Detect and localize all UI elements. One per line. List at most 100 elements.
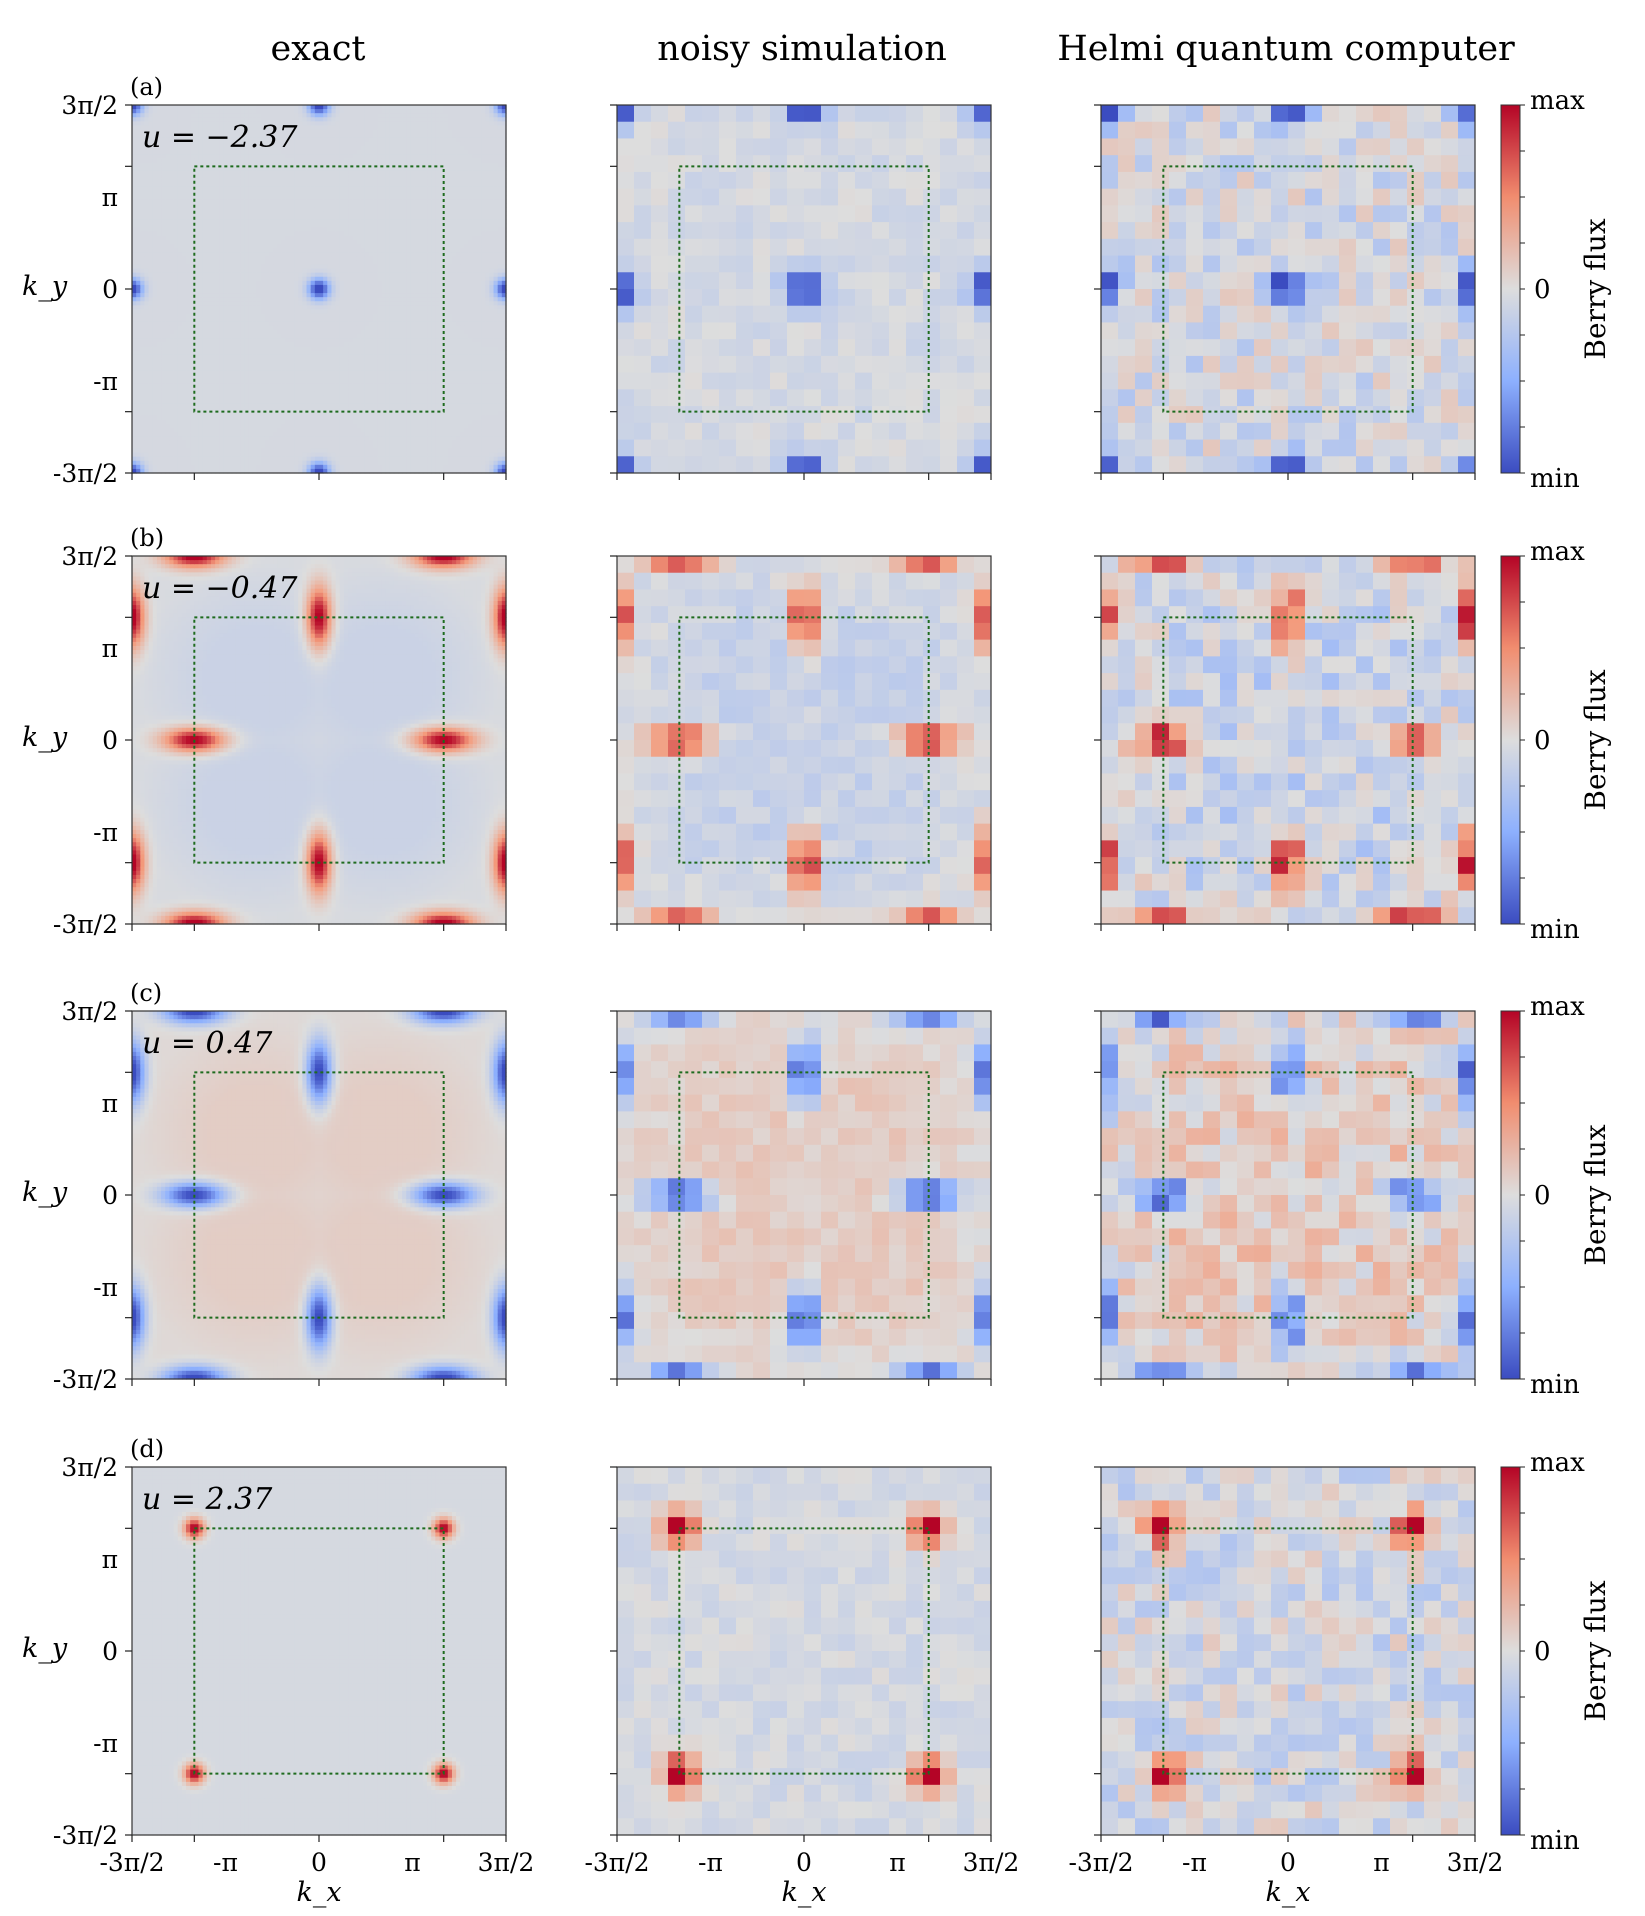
heatmap-cell: [186, 383, 191, 388]
heatmap-cell: [152, 268, 158, 274]
heatmap-cell: [256, 370, 262, 376]
heatmap-cell: [302, 411, 308, 417]
heatmap-cell: [223, 276, 229, 282]
heatmap-cell: [343, 199, 349, 204]
heatmap-cell: [152, 329, 158, 335]
heatmap-cell: [169, 109, 175, 114]
heatmap-cell: [223, 301, 229, 306]
heatmap-cell: [352, 370, 357, 376]
heatmap-cell: [231, 313, 237, 319]
heatmap-cell: [190, 362, 195, 368]
heatmap-cell: [352, 199, 357, 204]
heatmap-cell: [331, 109, 337, 114]
heatmap-cell: [289, 117, 295, 122]
heatmap-cell: [302, 276, 308, 282]
heatmap-cell: [260, 284, 266, 290]
heatmap-cell: [314, 293, 320, 298]
heatmap-cell: [132, 162, 137, 167]
heatmap-cell: [206, 358, 212, 364]
heatmap-cell: [352, 178, 357, 184]
heatmap-cell: [161, 362, 166, 368]
heatmap-cell: [323, 170, 328, 176]
heatmap-cell: [231, 383, 237, 388]
heatmap-cell: [285, 321, 291, 327]
heatmap-cell: [132, 374, 137, 380]
heatmap-cell: [186, 456, 191, 462]
heatmap-cell: [248, 305, 254, 311]
heatmap-cell: [248, 448, 254, 454]
heatmap-cell: [294, 370, 299, 376]
heatmap-cell: [256, 387, 262, 392]
heatmap-cell: [285, 186, 291, 192]
heatmap-cell: [240, 162, 245, 167]
heatmap-cell: [294, 190, 299, 196]
heatmap-cell: [252, 305, 258, 311]
heatmap-cell: [194, 383, 200, 388]
heatmap-cell: [294, 366, 299, 372]
heatmap-cell: [252, 317, 258, 323]
heatmap-cell: [335, 428, 341, 433]
heatmap-cell: [144, 178, 150, 184]
heatmap-cell: [231, 239, 237, 245]
heatmap-cell: [140, 415, 146, 421]
heatmap-cell: [194, 464, 200, 470]
heatmap-cell: [298, 313, 303, 319]
heatmap-cell: [219, 374, 225, 380]
heatmap-cell: [210, 448, 216, 454]
heatmap-cell: [331, 428, 337, 433]
heatmap-cell: [173, 468, 179, 474]
heatmap-cell: [156, 239, 162, 245]
heatmap-cell: [215, 141, 220, 147]
heatmap-cell: [323, 460, 328, 466]
heatmap-cell: [186, 190, 191, 196]
heatmap-cell: [227, 137, 233, 143]
heatmap-cell: [194, 125, 200, 131]
heatmap-cell: [348, 280, 353, 286]
heatmap-cell: [210, 419, 216, 425]
heatmap-cell: [260, 166, 266, 172]
heatmap-cell: [248, 370, 254, 376]
heatmap-cell: [235, 317, 241, 323]
heatmap-cell: [260, 235, 266, 241]
heatmap-cell: [231, 346, 237, 351]
heatmap-cell: [140, 321, 146, 327]
heatmap-cell: [152, 133, 158, 139]
heatmap-cell: [310, 178, 316, 184]
heatmap-cell: [140, 329, 146, 335]
heatmap-cell: [348, 190, 353, 196]
heatmap-cell: [132, 403, 137, 409]
heatmap-cell: [252, 309, 258, 315]
heatmap-cell: [210, 293, 216, 298]
heatmap-cell: [181, 297, 187, 302]
heatmap-cell: [165, 317, 170, 323]
heatmap-cell: [352, 333, 357, 339]
heatmap-cell: [294, 162, 299, 167]
heatmap-cell: [177, 231, 183, 237]
heatmap-cell: [256, 383, 262, 388]
heatmap-cell: [231, 158, 237, 163]
heatmap-cell: [335, 444, 341, 450]
heatmap-cell: [260, 329, 266, 335]
heatmap-cell: [343, 170, 349, 176]
heatmap-cell: [331, 362, 337, 368]
heatmap-cell: [256, 338, 262, 343]
heatmap-cell: [161, 391, 166, 396]
heatmap-cell: [152, 301, 158, 306]
heatmap-cell: [302, 264, 308, 270]
heatmap-cell: [231, 293, 237, 298]
heatmap-cell: [231, 109, 237, 114]
heatmap-cell: [227, 329, 233, 335]
heatmap-cell: [327, 170, 333, 176]
heatmap-cell: [206, 419, 212, 425]
heatmap-cell: [215, 264, 220, 270]
heatmap-cell: [273, 448, 279, 454]
heatmap-cell: [177, 370, 183, 376]
heatmap-cell: [281, 468, 287, 474]
heatmap-cell: [173, 137, 179, 143]
heatmap-cell: [140, 313, 146, 319]
heatmap-cell: [194, 305, 200, 311]
heatmap-cell: [177, 415, 183, 421]
heatmap-cell: [289, 297, 295, 302]
heatmap-cell: [161, 378, 166, 384]
heatmap-cell: [269, 117, 274, 122]
